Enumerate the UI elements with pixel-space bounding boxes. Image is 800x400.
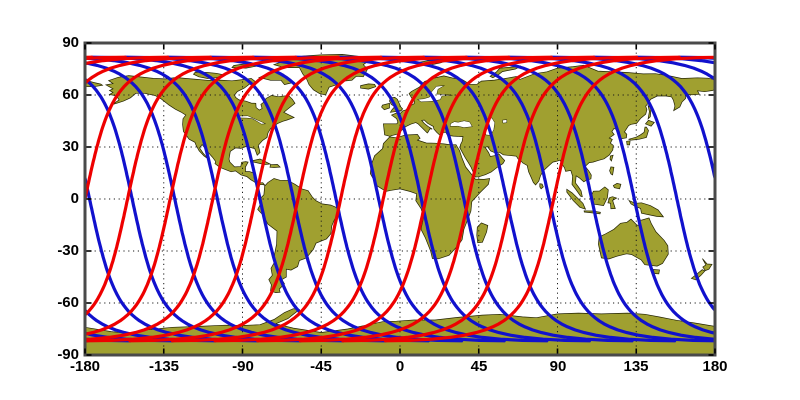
nighttime-track: [85, 56, 388, 343]
lake-aral-sea: [502, 119, 508, 124]
y-tick-label: 60: [62, 86, 79, 103]
nighttime-track: [294, 55, 634, 343]
nighttime-track: [166, 55, 506, 343]
daytime-track: [85, 55, 298, 317]
nighttime-track: [379, 55, 715, 343]
land-new-zealand-north: [702, 258, 713, 272]
land-sri-lanka: [539, 183, 544, 190]
nighttime-track: [85, 77, 302, 343]
daytime-track: [383, 55, 715, 343]
x-tick-label: -45: [310, 358, 332, 375]
land-ireland: [381, 102, 390, 111]
land-sumatra: [566, 188, 587, 210]
lake-black-sea: [449, 120, 473, 128]
x-tick-label: -135: [148, 358, 180, 375]
daytime-track: [213, 55, 553, 343]
y-tick-label: 90: [62, 34, 79, 51]
y-tick-label: 0: [70, 190, 79, 207]
nighttime-tracks: [85, 55, 715, 343]
daytime-track: [85, 55, 255, 207]
lake-great-lakes: [238, 115, 267, 125]
nighttime-track: [549, 55, 715, 186]
nighttime-track: [85, 61, 345, 343]
y-tick-label: -90: [57, 346, 79, 363]
nighttime-track: [422, 55, 715, 341]
daytime-track: [256, 55, 596, 343]
nighttime-track: [208, 55, 549, 343]
land-luzon: [609, 166, 615, 176]
land-madagascar: [476, 222, 489, 244]
x-tick-label: -180: [69, 358, 101, 375]
land-taiwan: [609, 154, 614, 162]
daytime-tracks: [85, 55, 715, 343]
land-sulawesi: [607, 196, 618, 210]
land-kyushu: [626, 140, 631, 146]
plot-frame: [83, 41, 717, 357]
tick-marks: [84, 42, 716, 356]
land-eurasia: [383, 64, 715, 198]
nighttime-track: [464, 55, 715, 335]
nighttime-track: [507, 55, 715, 313]
daytime-track: [298, 55, 639, 343]
nighttime-track: [336, 55, 677, 343]
daytime-track: [85, 55, 383, 342]
x-tick-label: 135: [623, 358, 649, 375]
daytime-track: [341, 55, 681, 343]
daytime-track: [170, 55, 511, 343]
land-honshu: [627, 126, 649, 141]
y-tick-label: 30: [62, 138, 79, 155]
land-new-zealand-south: [690, 269, 706, 281]
land-borneo: [590, 186, 609, 206]
daytime-track: [128, 55, 468, 343]
land-hispaniola: [269, 164, 281, 168]
y-tick-label: -60: [57, 294, 79, 311]
daytime-track: [85, 55, 426, 343]
land-mindanao: [612, 183, 622, 190]
x-tick-label: 90: [549, 358, 567, 375]
nighttime-track: [90, 55, 430, 343]
x-tick-label: 0: [395, 358, 405, 375]
land-south-america: [257, 178, 340, 293]
x-tick-label: 180: [702, 358, 728, 375]
nighttime-track: [251, 55, 591, 343]
land-iceland: [360, 83, 377, 90]
daytime-track: [85, 55, 340, 336]
x-tick-label: 45: [470, 358, 488, 375]
y-tick-label: -30: [57, 242, 79, 259]
nighttime-track: [123, 55, 464, 343]
land-australia: [598, 217, 669, 267]
land-hokkaido: [644, 119, 655, 127]
x-tick-label: -90: [232, 358, 254, 375]
